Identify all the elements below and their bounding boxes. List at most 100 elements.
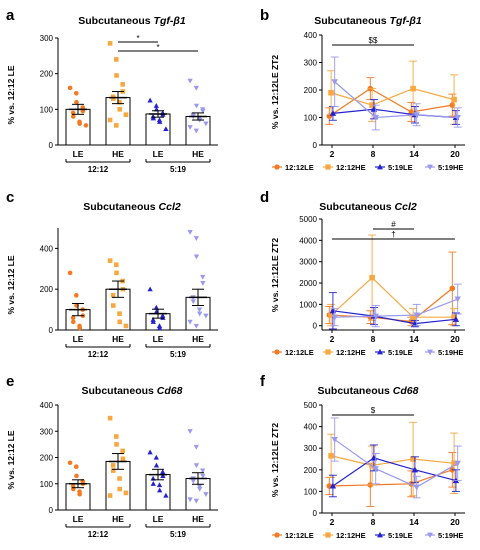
data-point [410,456,416,462]
data-point [187,497,193,503]
data-point [156,482,163,488]
data-point [454,114,461,121]
data-point [74,90,79,96]
data-point [120,82,125,87]
data-point [114,434,119,439]
legend-label: 5:19HE [438,348,463,357]
data-point [197,486,203,492]
x-tick-label: 14 [409,517,419,527]
data-point [328,452,334,459]
data-point [111,96,116,101]
category-label: LE [153,334,164,344]
data-point [200,281,206,286]
data-point [147,286,153,292]
data-point [449,285,456,292]
data-point [107,258,113,263]
data-point [200,468,206,474]
legend-label: 5:19HE [438,531,463,540]
panel-d: d Subcutaneous Ccl2 % vs. 12:12LE ZT2 [260,189,417,312]
series-line [332,310,456,325]
significance-label: † [391,230,395,239]
legend-label: 5:19LE [388,348,413,357]
significance-label: * [156,43,159,52]
data-point [153,106,160,112]
series-line [334,81,458,119]
y-tick-label: 200 [304,466,318,475]
panel-d-ylabel: % vs. 12:12LE ZT2 [270,238,280,312]
y-tick-label: 200 [40,454,54,463]
legend-marker [325,164,331,170]
data-point [413,312,420,319]
data-point [114,442,119,447]
y-tick-label: 0 [313,322,318,331]
y-tick-label: 2000 [299,279,317,288]
y-tick-label: 300 [304,444,318,453]
data-point [329,482,337,489]
y-tick-label: 400 [304,31,318,40]
y-tick-label: 3000 [299,258,317,267]
data-point [117,311,122,316]
data-point [187,319,193,325]
panel-a-title: Subcutaneous Tgf-β1 [78,15,186,27]
y-tick-label: 0 [49,141,54,150]
y-tick-label: 5000 [299,215,317,224]
data-point [328,89,334,96]
group-label: 5:19 [170,350,187,359]
y-tick-label: 300 [304,59,318,68]
data-point [187,78,193,84]
panel-a-ylabel: % vs. 12:12 LE [6,65,16,124]
data-point [67,85,73,91]
data-point [193,103,200,109]
data-point [200,109,206,114]
panel-c-ylabel: % vs. 12:12 LE [6,255,16,314]
y-tick-label: 200 [40,285,54,294]
data-point [196,307,203,313]
panel-c: c Subcutaneous Ccl2 % vs. 12:12 LE [6,189,181,315]
data-point [111,303,116,308]
data-point [114,57,119,62]
data-point [114,262,119,268]
data-point [157,487,163,493]
panel-c-title: Subcutaneous Ccl2 [83,201,181,213]
data-point [67,270,73,276]
y-tick-label: 0 [313,509,318,518]
data-point [451,314,457,320]
data-point [193,128,199,134]
x-tick-label: 2 [330,517,335,527]
y-tick-label: 500 [304,401,318,410]
x-tick-label: 20 [450,149,460,159]
data-point [67,460,73,466]
data-point [200,274,206,280]
data-point [410,85,416,92]
legend-marker [325,532,331,538]
data-point [451,460,457,467]
data-point [117,319,122,325]
legend-marker [377,348,383,355]
data-point [160,473,166,478]
data-point [411,466,419,473]
category-label: HE [192,149,204,159]
series-line [334,298,458,318]
panel-f-letter: f [260,373,266,390]
legend-marker [377,163,383,170]
series-line [330,455,455,467]
data-point [331,79,338,86]
legend-marker [427,164,433,171]
data-point [193,254,200,260]
y-tick-label: 100 [304,114,318,123]
data-point [190,479,196,484]
data-point [77,325,82,331]
x-tick-label: 2 [330,149,335,159]
data-point [193,323,199,329]
legend-label: 5:19LE [388,163,413,172]
data-point [157,325,163,331]
data-point [190,299,196,305]
data-point [451,96,457,103]
panel-a-letter: a [6,7,15,24]
x-tick-label: 2 [330,334,335,344]
data-point [160,469,166,475]
data-point [197,311,203,317]
